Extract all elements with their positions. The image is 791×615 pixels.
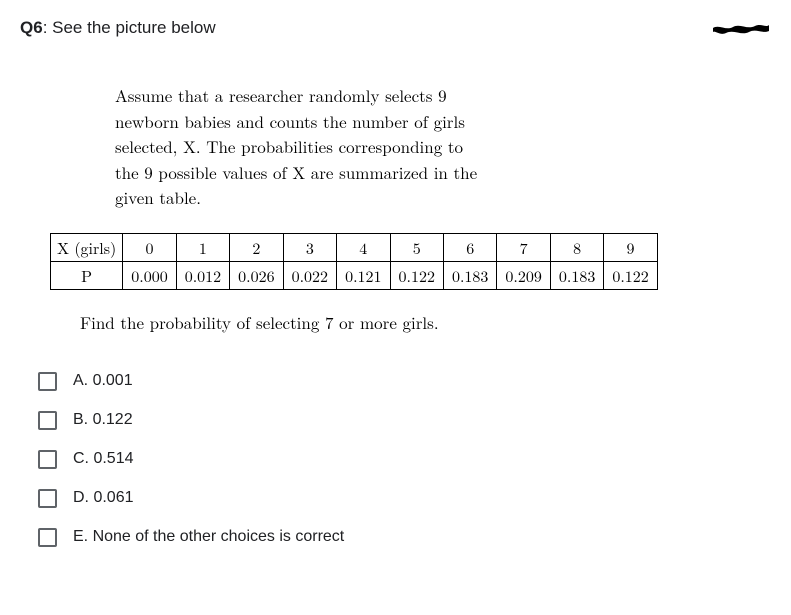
p-cell: 0.022: [283, 261, 336, 289]
problem-block: Assume that a researcher randomly select…: [20, 83, 771, 334]
checkbox-icon[interactable]: [38, 450, 57, 469]
x-cell: 5: [390, 233, 443, 261]
probability-table: X (girls) 0 1 2 3 4 5 6 7 8 9 P 0.000 0.…: [50, 233, 658, 290]
checkbox-icon[interactable]: [38, 372, 57, 391]
checkbox-icon[interactable]: [38, 528, 57, 547]
p-cell: 0.026: [230, 261, 283, 289]
option-c[interactable]: C. 0.514: [38, 450, 771, 469]
option-b[interactable]: B. 0.122: [38, 411, 771, 430]
answer-options: A. 0.001 B. 0.122 C. 0.514 D. 0.061 E. N…: [20, 372, 771, 547]
option-d[interactable]: D. 0.061: [38, 489, 771, 508]
p-cell: 0.012: [176, 261, 229, 289]
x-cell: 2: [230, 233, 283, 261]
table-row-p: P 0.000 0.012 0.026 0.022 0.121 0.122 0.…: [51, 261, 658, 289]
x-cell: 0: [123, 233, 176, 261]
x-cell: 8: [550, 233, 603, 261]
row-header-p: P: [51, 261, 123, 289]
option-label: D. 0.061: [73, 489, 133, 507]
probability-table-wrap: X (girls) 0 1 2 3 4 5 6 7 8 9 P 0.000 0.…: [50, 233, 771, 290]
find-instruction: Find the probability of selecting 7 or m…: [80, 310, 771, 334]
x-cell: 6: [443, 233, 496, 261]
x-cell: 4: [337, 233, 390, 261]
question-label: Q6: See the picture below: [20, 18, 216, 38]
x-cell: 1: [176, 233, 229, 261]
p-cell: 0.121: [337, 261, 390, 289]
question-title: : See the picture below: [43, 18, 216, 37]
redaction-scribble: [711, 20, 771, 38]
p-cell: 0.183: [550, 261, 603, 289]
checkbox-icon[interactable]: [38, 411, 57, 430]
p-cell: 0.122: [390, 261, 443, 289]
option-label: A. 0.001: [73, 372, 133, 390]
p-cell: 0.209: [497, 261, 550, 289]
option-a[interactable]: A. 0.001: [38, 372, 771, 391]
x-cell: 7: [497, 233, 550, 261]
option-label: C. 0.514: [73, 450, 133, 468]
option-label: E. None of the other choices is correct: [73, 528, 344, 546]
question-number: Q6: [20, 18, 43, 37]
option-label: B. 0.122: [73, 411, 133, 429]
table-row-x: X (girls) 0 1 2 3 4 5 6 7 8 9: [51, 233, 658, 261]
p-cell: 0.000: [123, 261, 176, 289]
row-header-x: X (girls): [51, 233, 123, 261]
checkbox-icon[interactable]: [38, 489, 57, 508]
problem-paragraph: Assume that a researcher randomly select…: [115, 83, 485, 211]
question-header: Q6: See the picture below: [20, 18, 771, 38]
x-cell: 3: [283, 233, 336, 261]
option-e[interactable]: E. None of the other choices is correct: [38, 528, 771, 547]
p-cell: 0.183: [443, 261, 496, 289]
p-cell: 0.122: [604, 261, 657, 289]
x-cell: 9: [604, 233, 657, 261]
